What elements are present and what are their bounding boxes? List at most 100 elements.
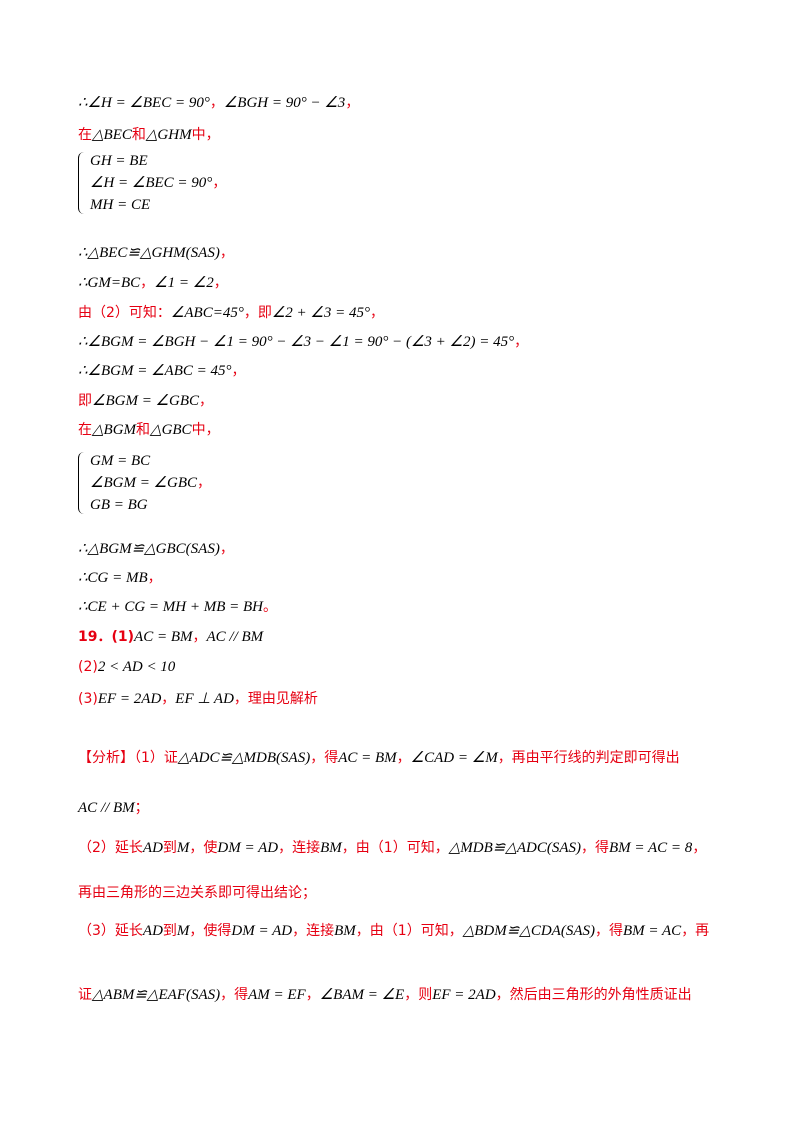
math-text: AC = BM [338,750,397,766]
math-text: AC // BM [78,800,135,816]
text: 在 [78,422,92,438]
math-text: DM = AD [217,840,279,856]
text: ，然后由三角形的外角性质证出 [495,987,692,1003]
math-text: ∴△BGM≌△GBC(SAS) [78,541,220,557]
text: ，再由平行线的判定即可得出 [497,750,680,766]
math-text: BM = AC [623,923,682,939]
text-line: ∴CE + CG = MH + MB = BH。 [78,597,277,617]
math-text: △BGM [92,422,137,438]
text: 中， [191,422,220,438]
text-line: ∴∠BGM = ∠ABC = 45°， [78,361,246,381]
math-text: M [176,840,190,856]
text: 和 [136,422,151,438]
math-text: BM [334,923,356,939]
text: 中， [191,127,220,143]
text-line: 在△BGM和△GBC中， [78,420,220,440]
math-text: △GBC [150,422,192,438]
text: 。 [263,599,278,615]
brace [78,152,87,214]
text: (2) [78,659,98,675]
text-line: GH = BE ∠H = ∠BEC = 90° MH = CE ， [78,150,226,216]
text: ，连接 [292,923,335,939]
text-line: (3)EF = 2AD，EF ⊥ AD，理由见解析 [78,689,318,709]
math-text: △BDM≌△CDA(SAS) [462,923,595,939]
equation: MH = CE [90,197,151,213]
text: （2）延长 [78,840,143,856]
text: 和 [131,127,146,143]
text: (3) [78,691,98,707]
text: ， [219,541,234,557]
text: ，使 [189,840,218,856]
equation-rows: GH = BE ∠H = ∠BEC = 90° MH = CE [90,150,212,216]
math-text: M [176,923,190,939]
text: ，得 [595,923,623,939]
text: 到 [162,923,177,939]
text: ， [197,475,212,491]
math-text: ∴CE + CG = MH + MB = BH [78,599,264,615]
text: ， [369,305,384,321]
text: ， [213,275,228,291]
text: 【分析】（1）证 [78,750,178,766]
math-text: ∴GM=BC [78,275,141,291]
text: ； [134,800,149,816]
text: ，由（1）可知， [355,923,463,939]
text-line: ∴∠H = ∠BEC = 90°，∠BGH = 90° − ∠3， [78,93,359,113]
equation: ∠H = ∠BEC = 90° [90,175,213,191]
math-text: DM = AD [231,923,293,939]
equation: GM = BC [90,453,151,469]
math-text: EF = 2AD [97,691,162,707]
math-text: ∴∠H = ∠BEC = 90° [78,95,210,111]
math-text: △ABM≌△EAF(SAS) [92,987,221,1003]
text: ， [345,95,360,111]
math-text: BM [320,840,342,856]
math-text: ∠2 + ∠3 = 45° [271,305,370,321]
math-text: EF = 2AD [432,987,496,1003]
text-line: GM = BC ∠BGM = ∠GBC GB = BG ， [78,450,211,516]
text-line: ∴△BGM≌△GBC(SAS)， [78,539,234,559]
text: ， [514,334,529,350]
text: ， [692,840,707,856]
text-line: AC // BM； [78,798,149,818]
text: ，使得 [189,923,232,939]
math-text: ∠CAD = ∠M [410,750,498,766]
text: ， [192,629,207,645]
equation: GB = BG [90,497,148,513]
math-text: AC // BM [206,629,264,645]
equation-system: GM = BC ∠BGM = ∠GBC GB = BG [78,450,197,516]
text-line: ∴GM=BC，∠1 = ∠2， [78,273,228,293]
text: ， [209,95,224,111]
math-text: ∠1 = ∠2 [154,275,214,291]
text: ， [140,275,155,291]
math-text: ∠BGM = ∠GBC [92,393,200,409]
math-text: ∠ABC=45° [170,305,244,321]
text-line: 由（2）可知：∠ABC=45°，即∠2 + ∠3 = 45°， [78,303,384,323]
text: 即 [78,393,92,409]
brace [78,452,87,514]
math-text: AM = EF [248,987,306,1003]
text: ，得 [581,840,609,856]
text-line: （3）延长AD到M，使得DM = AD，连接BM，由（1）可知，△BDM≌△CD… [78,921,709,941]
equation: ∠BGM = ∠GBC [90,475,198,491]
text-line: 在△BEC和△GHM中， [78,125,220,145]
text: ， [147,570,162,586]
text-line: 19．(1)AC = BM，AC // BM [78,627,263,647]
text: ， [199,393,214,409]
text: 由（2）可知： [78,305,171,321]
text: ，理由见解析 [233,691,318,707]
math-text: ∴△BEC≌△GHM(SAS) [78,245,220,261]
text: ，由（1）可知， [341,840,449,856]
text: ，连接 [278,840,321,856]
text: ， [396,750,411,766]
text: ， [212,175,227,191]
text: 再由三角形的三边关系即可得出结论； [78,885,316,901]
math-text: AD [142,840,163,856]
math-text: AD [142,923,163,939]
equation-system: GH = BE ∠H = ∠BEC = 90° MH = CE [78,150,212,216]
text: ，再 [681,923,710,939]
math-text: ∴∠BGM = ∠ABC = 45° [78,363,232,379]
text-line: 【分析】（1）证△ADC≌△MDB(SAS)，得AC = BM，∠CAD = ∠… [78,748,680,768]
math-text: 2 < AD < 10 [97,659,176,675]
math-text: △ADC≌△MDB(SAS) [177,750,311,766]
math-text: ∴CG = MB [78,570,148,586]
